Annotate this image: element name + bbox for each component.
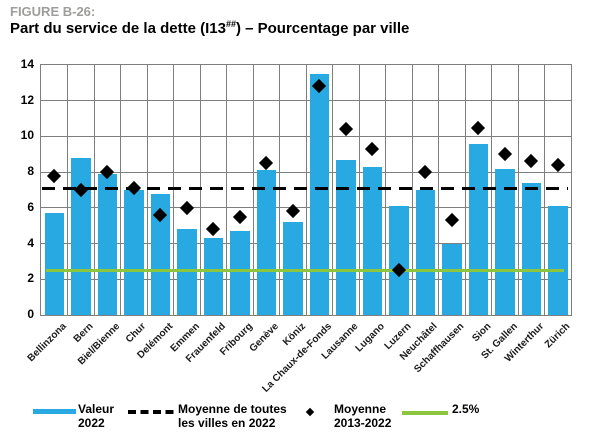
bar-sion bbox=[468, 143, 488, 315]
diamond-sion bbox=[471, 120, 486, 135]
diamond-st-gallen bbox=[497, 147, 512, 162]
v-gridline bbox=[226, 65, 227, 315]
v-gridline bbox=[332, 65, 333, 315]
v-gridline bbox=[279, 65, 280, 315]
diamond-emmen bbox=[179, 200, 194, 215]
legend-swatch-dashed-line bbox=[128, 410, 175, 414]
bar-frauenfeld bbox=[203, 238, 223, 315]
bar-emmen bbox=[177, 229, 197, 315]
y-tick-label: 10 bbox=[20, 128, 34, 143]
legend-diamond-icon bbox=[305, 407, 315, 417]
figure-title-superscript: ## bbox=[225, 19, 236, 29]
bar-neuch-tel bbox=[415, 190, 435, 315]
figure-title: Part du service de la dette (I13##) – Po… bbox=[10, 19, 409, 37]
v-gridline bbox=[173, 65, 174, 315]
y-tick-label: 6 bbox=[27, 199, 34, 214]
bar-chur bbox=[124, 190, 144, 315]
legend-label-valeur: Valeur 2022 bbox=[78, 402, 115, 430]
bar-lausanne bbox=[336, 159, 356, 315]
figure-title-text: Part du service de la dette (I13 bbox=[10, 20, 226, 37]
diamond-frauenfeld bbox=[206, 222, 221, 237]
diamond-z-rich bbox=[550, 157, 565, 173]
y-tick-label: 12 bbox=[20, 92, 34, 107]
diamond-schaffhausen bbox=[444, 213, 459, 228]
legend-swatch-green-line bbox=[402, 411, 448, 415]
bar-fribourg bbox=[230, 231, 250, 315]
v-gridline bbox=[120, 65, 121, 315]
bar-lugano bbox=[362, 166, 382, 315]
bar-schaffhausen bbox=[442, 243, 462, 315]
y-axis: 0 2 4 6 8 10 12 14 bbox=[0, 57, 34, 321]
v-gridline bbox=[305, 65, 307, 315]
diamond-winterthur bbox=[524, 154, 539, 169]
v-gridline bbox=[544, 65, 545, 315]
x-axis: Bellinzona Bern Biel/Bienne Chur Delémont Emm… bbox=[26, 319, 573, 399]
bar-bellinzona bbox=[44, 213, 64, 315]
bar-luzern bbox=[389, 206, 409, 315]
dashed-average-line bbox=[42, 186, 568, 190]
plot-area bbox=[40, 64, 572, 316]
y-tick-label: 4 bbox=[27, 235, 34, 250]
legend-label-25-percent: 2.5% bbox=[452, 402, 480, 416]
v-gridline bbox=[93, 65, 95, 315]
x-tick-label-chur: Chur bbox=[124, 321, 149, 346]
v-gridline bbox=[491, 65, 492, 315]
bar-k-niz bbox=[283, 222, 303, 315]
v-gridline bbox=[252, 65, 254, 315]
diamond-gen-ve bbox=[259, 156, 274, 171]
v-gridline bbox=[67, 65, 68, 315]
bar-st-gallen bbox=[495, 168, 515, 315]
x-tick-label-z-rich: Zürich bbox=[543, 321, 573, 351]
diamond-neuch-tel bbox=[418, 165, 433, 180]
y-tick-label: 0 bbox=[27, 307, 34, 321]
bar-la-chaux-de-fonds bbox=[309, 73, 329, 315]
legend-label-moyenne-2013-2022: Moyenne 2013-2022 bbox=[334, 402, 392, 430]
bar-bern bbox=[71, 157, 91, 315]
x-tick-label-bellinzona: Bellinzona bbox=[25, 321, 70, 365]
diamond-lugano bbox=[365, 141, 380, 156]
v-gridline bbox=[517, 65, 519, 315]
legend: Valeur 2022 Moyenne de toutes les villes… bbox=[0, 401, 614, 441]
y-tick-label: 2 bbox=[27, 271, 34, 286]
v-gridline bbox=[146, 65, 148, 315]
figure-title-suffix: ) – Pourcentage par ville bbox=[235, 20, 410, 37]
legend-swatch-bar bbox=[33, 409, 76, 414]
v-gridline bbox=[385, 65, 386, 315]
green-target-line bbox=[46, 268, 564, 272]
x-tick-label-bern: Bern bbox=[71, 321, 96, 345]
bar-biel-bienne bbox=[97, 173, 117, 315]
diamond-lausanne bbox=[338, 122, 353, 137]
v-gridline bbox=[199, 65, 201, 315]
v-gridline bbox=[464, 65, 466, 315]
x-tick-label-sion: Sion bbox=[469, 321, 494, 345]
x-tick-label-schaffhausen: Schaffhausen bbox=[412, 321, 467, 376]
legend-label-moyenne-villes: Moyenne de toutes les villes en 2022 bbox=[178, 402, 287, 430]
v-gridline bbox=[411, 65, 413, 315]
diamond-fribourg bbox=[232, 209, 247, 224]
y-tick-label: 14 bbox=[20, 57, 34, 71]
bar-z-rich bbox=[548, 206, 568, 315]
y-tick-label: 8 bbox=[27, 164, 34, 179]
bar-winterthur bbox=[521, 182, 541, 315]
figure-label: FIGURE B-26: bbox=[10, 4, 96, 19]
v-gridline bbox=[358, 65, 360, 315]
bar-del-mont bbox=[150, 193, 170, 315]
v-gridline bbox=[438, 65, 439, 315]
bar-gen-ve bbox=[256, 170, 276, 315]
